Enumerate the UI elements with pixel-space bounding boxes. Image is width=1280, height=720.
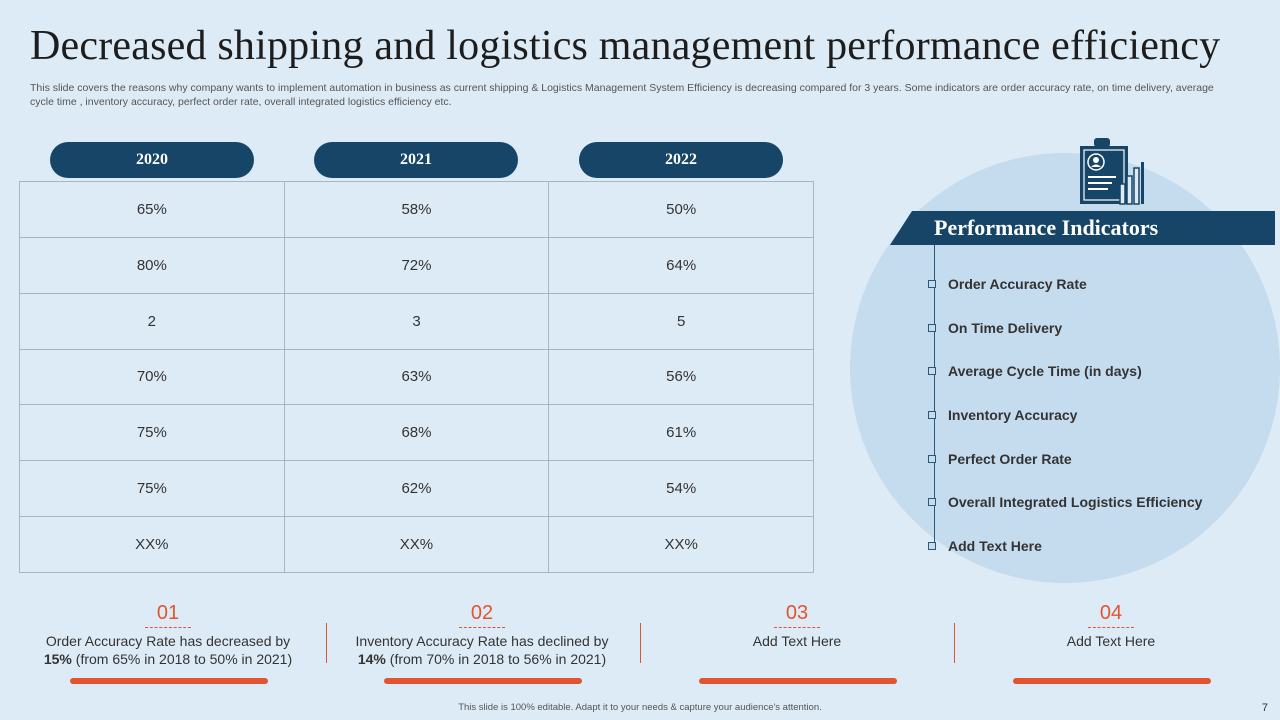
table-cell: 5 [548,292,814,350]
table-cell: 62% [283,460,550,518]
table-cell: 61% [548,404,814,462]
indicator-item: Average Cycle Time (in days) [928,363,1142,379]
page-subtitle: This slide covers the reasons why compan… [30,82,1214,108]
note-divider [954,623,955,663]
table-cell: 75% [19,404,285,462]
year-header-2021: 2021 [314,142,518,178]
note-01: 01 Order Accuracy Rate has decreased by 1… [18,601,318,668]
clipboard-chart-icon [1080,138,1144,205]
page-title: Decreased shipping and logistics managem… [30,23,1221,69]
indicator-item: Overall Integrated Logistics Efficiency [928,494,1202,510]
table-row: 80% 72% 64% [19,236,814,294]
table-row: 2 3 5 [19,292,814,350]
bullet-square-icon [928,455,936,463]
note-text: Add Text Here [752,633,842,649]
note-03: 03 Add Text Here [647,601,947,650]
bullet-square-icon [928,411,936,419]
note-text: Inventory Accuracy Rate has declined by 1… [355,633,609,667]
bullet-square-icon [928,367,936,375]
bullet-square-icon [928,542,936,550]
indicator-item: Add Text Here [928,538,1042,554]
table-cell: 50% [548,181,814,238]
table-row: 75% 62% 54% [19,460,814,518]
footer-note: This slide is 100% editable. Adapt it to… [458,702,822,713]
indicators-timeline [934,245,935,547]
note-divider [640,623,641,663]
year-header-2022: 2022 [579,142,783,178]
indicator-item: On Time Delivery [928,320,1062,336]
page-number: 7 [1261,702,1268,714]
table-cell: 64% [548,236,814,294]
table-cell: 65% [19,181,285,238]
table-row: 75% 68% 61% [19,404,814,462]
metrics-table: 65% 58% 50% 80% 72% 64% 2 3 5 70% 63% 56… [19,181,814,573]
note-number: 01 [156,602,180,624]
note-04: 04 Add Text Here [961,601,1261,650]
table-cell: 3 [283,292,550,350]
table-cell: 70% [19,348,285,406]
table-cell: 75% [19,460,285,518]
note-accent-bar [384,678,582,684]
table-row: 65% 58% 50% [19,181,814,238]
note-accent-bar [699,678,897,684]
note-02: 02 Inventory Accuracy Rate has declined … [332,601,632,668]
table-cell: 58% [283,181,550,238]
table-cell: 80% [19,236,285,294]
note-number: 02 [470,602,494,624]
table-cell: XX% [548,516,814,573]
table-cell: 63% [283,348,550,406]
table-cell: XX% [19,516,285,573]
bullet-square-icon [928,324,936,332]
note-text: Add Text Here [1066,633,1156,649]
table-cell: 68% [283,404,550,462]
year-header-2020: 2020 [50,142,254,178]
note-number: 04 [1099,602,1123,624]
table-cell: 54% [548,460,814,518]
table-cell: XX% [283,516,550,573]
indicator-item: Order Accuracy Rate [928,276,1087,292]
note-text: Order Accuracy Rate has decreased by 15% … [43,633,293,667]
performance-indicators-heading: Performance Indicators [890,211,1275,245]
bullet-square-icon [928,280,936,288]
table-cell: 56% [548,348,814,406]
note-accent-bar [70,678,268,684]
indicator-item: Perfect Order Rate [928,451,1072,467]
note-number: 03 [785,602,809,624]
indicator-item: Inventory Accuracy [928,407,1077,423]
table-row: XX% XX% XX% [19,516,814,573]
table-row: 70% 63% 56% [19,348,814,406]
table-cell: 72% [283,236,550,294]
bullet-square-icon [928,498,936,506]
table-cell: 2 [19,292,285,350]
note-divider [326,623,327,663]
note-accent-bar [1013,678,1211,684]
